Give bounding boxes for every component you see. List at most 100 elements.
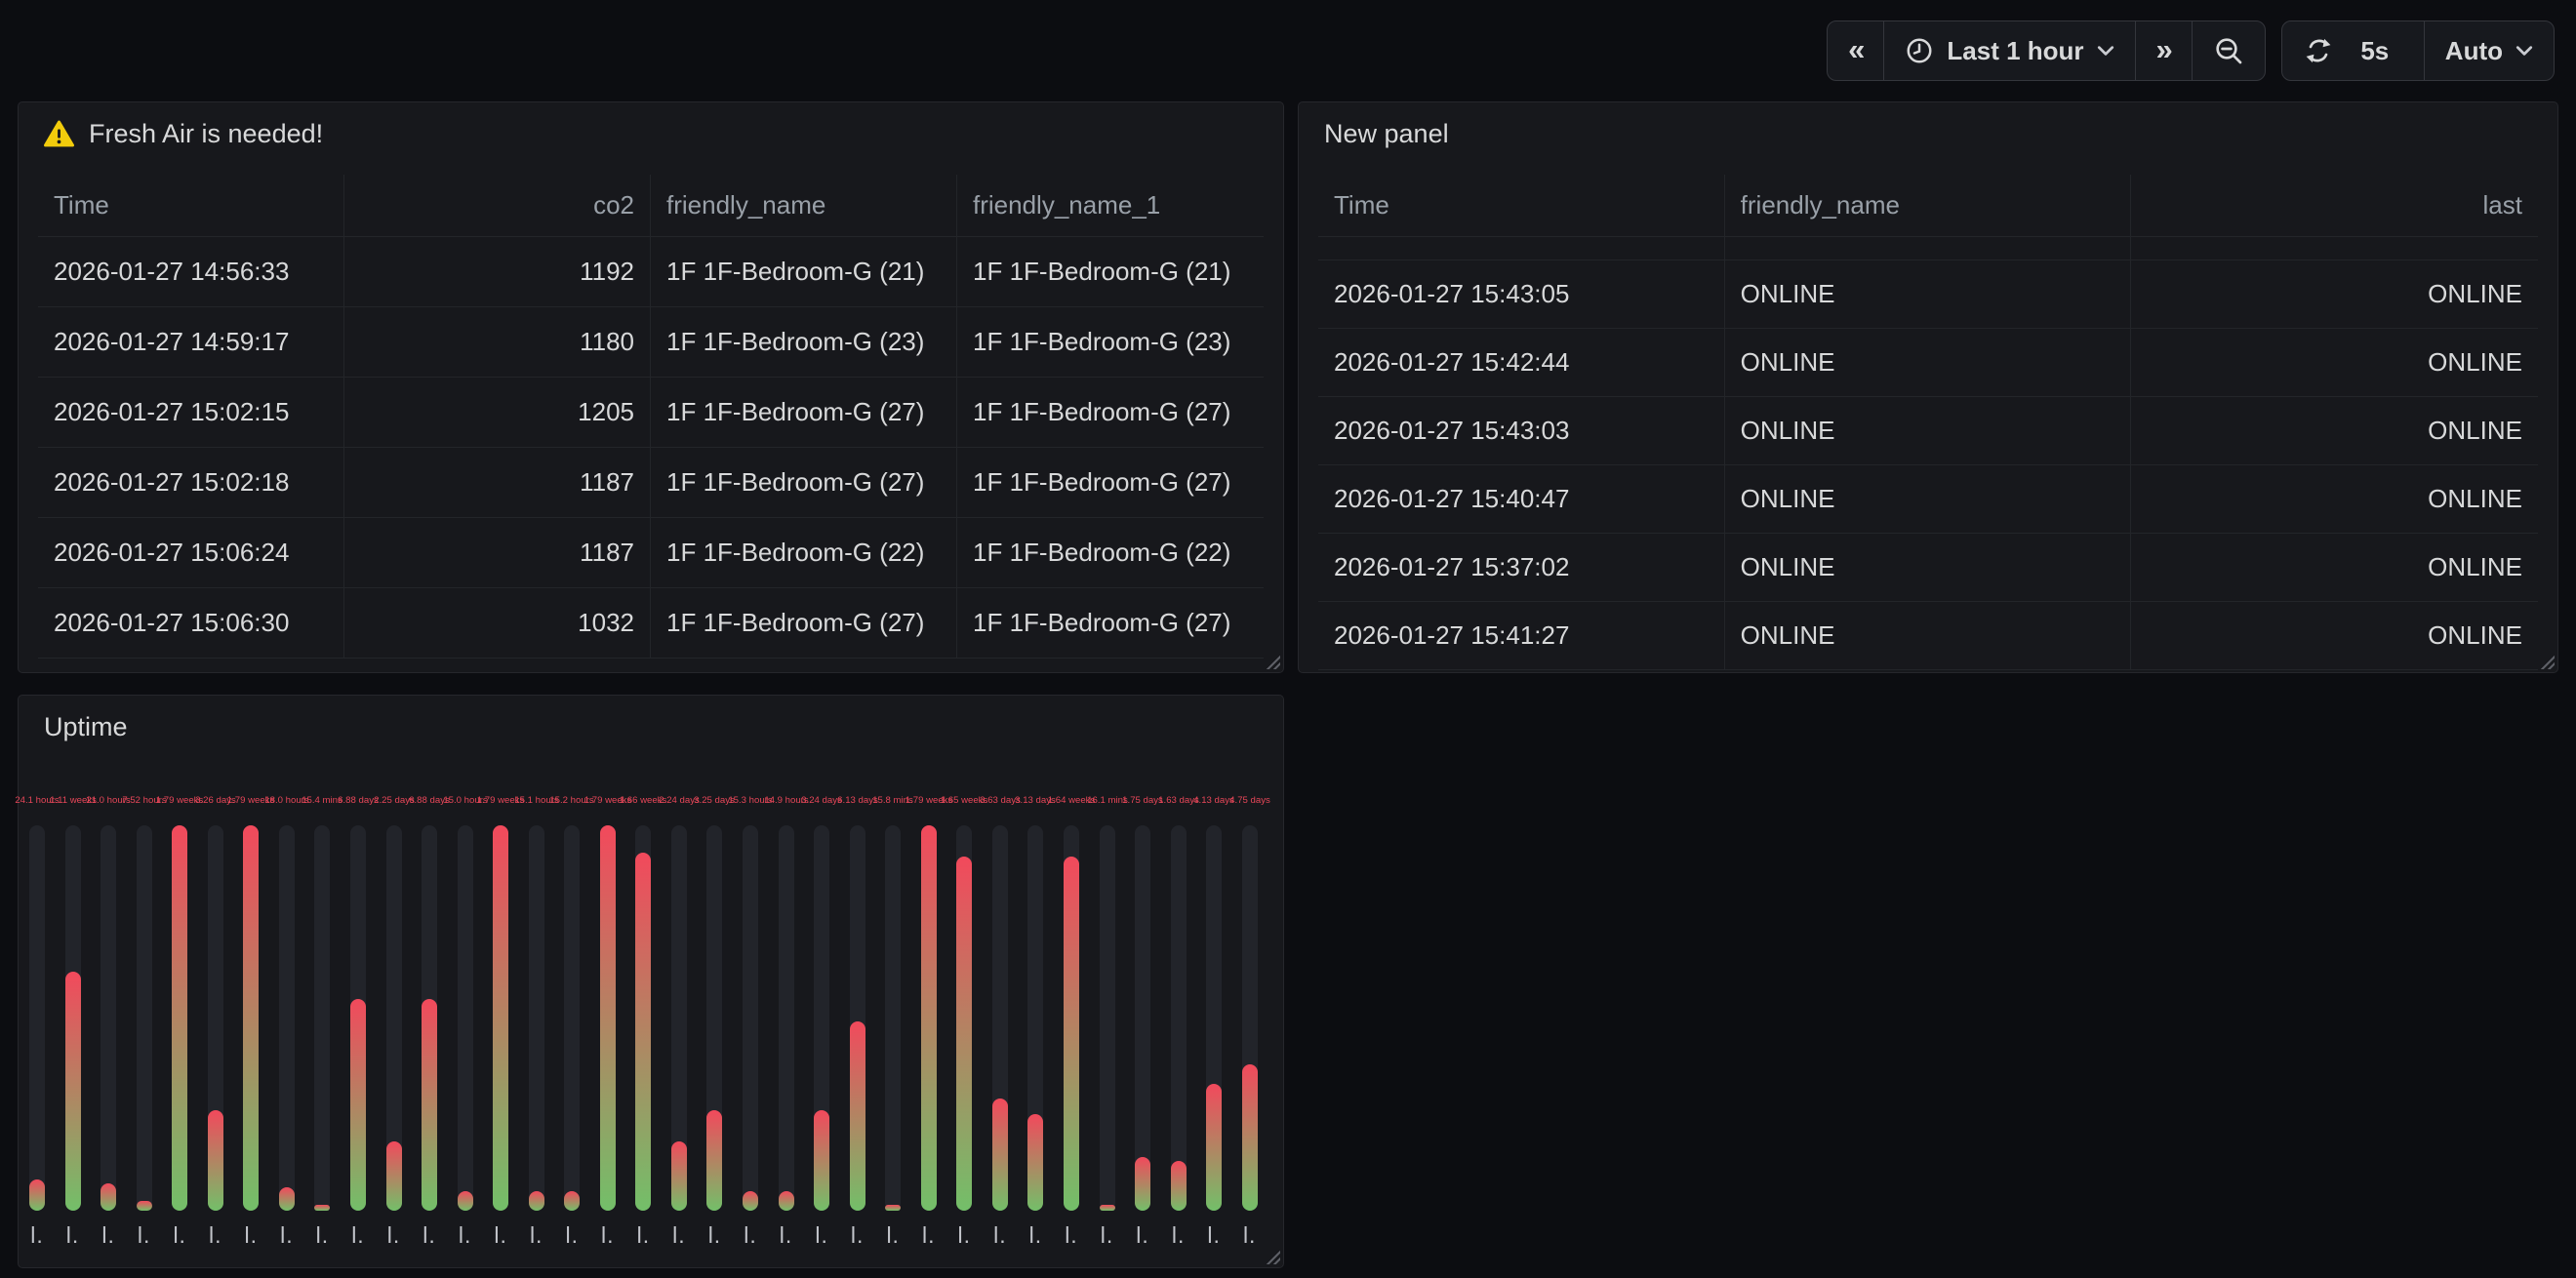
bar-value-label: 15.8 mins	[872, 794, 913, 806]
cell-friendly_name: 1F 1F-Bedroom-G (23)	[651, 307, 957, 377]
bar-value-label: 4.75 days	[1228, 794, 1270, 806]
panel-resize-handle[interactable]	[1263, 652, 1280, 669]
cell-empty	[1725, 237, 2132, 260]
bar-column: 6.88 days l.	[409, 793, 450, 1261]
bar-value-label: 4.13 days	[1193, 794, 1234, 806]
bar-column: 21.0 hours l.	[86, 793, 130, 1261]
time-range-picker[interactable]: Last 1 hour	[1883, 21, 2134, 80]
bar-value-label: 15.1 hours	[514, 794, 559, 806]
cell-last: ONLINE	[2428, 620, 2522, 650]
bar-column: 1.79 weeks l.	[477, 793, 525, 1261]
table-row: 2026-01-27 15:41:27 ONLINE ONLINE	[1318, 602, 2538, 670]
cell-friendly_name_1: 1F 1F-Bedroom-G (27)	[973, 608, 1231, 637]
cell-friendly_name_1: 1F 1F-Bedroom-G (23)	[973, 327, 1231, 356]
column-header-friendly_name[interactable]: friendly_name	[651, 175, 957, 236]
time-range-controls: « Last 1 hour »	[1827, 20, 2266, 81]
cell-friendly_name_1: 1F 1F-Bedroom-G (22)	[973, 538, 1231, 567]
bar-column: 24.1 hours l.	[15, 793, 59, 1261]
column-header-Time[interactable]: Time	[38, 175, 344, 236]
x-axis-tick-label: l.	[494, 1222, 507, 1248]
panel-title-new-panel[interactable]: New panel	[1299, 102, 2557, 166]
bar-value	[243, 825, 260, 1211]
x-axis-tick-label: l.	[1065, 1222, 1078, 1248]
bar-background	[528, 825, 544, 1211]
cell-friendly_name: ONLINE	[1725, 260, 2132, 328]
time-shift-back-button[interactable]: «	[1828, 21, 1883, 80]
cell-Time: 2026-01-27 15:42:44	[1318, 329, 1725, 396]
column-header-Time[interactable]: Time	[1318, 175, 1725, 236]
bar-value	[172, 825, 188, 1211]
bar-value-label: 1.11 weeks	[49, 794, 97, 806]
zoom-out-button[interactable]	[2191, 21, 2265, 80]
cell-co2: 1180	[344, 307, 651, 377]
cell-friendly_name: ONLINE	[1725, 534, 2132, 601]
bar-value	[991, 1098, 1008, 1211]
bar-value	[528, 1191, 544, 1211]
cell-co2: 1192	[344, 237, 651, 306]
refresh-icon	[2303, 35, 2334, 66]
cell-friendly_name: 1F 1F-Bedroom-G (27)	[651, 448, 957, 517]
table-body: 2026-01-27 14:56:33 1192 1F 1F-Bedroom-G (…	[38, 237, 1264, 659]
table-row-empty	[1318, 237, 2538, 260]
fresh-air-table: Time co2 friendly_name friendly_name_1 2026…	[38, 175, 1264, 659]
panel-title-fresh-air[interactable]: Fresh Air is needed!	[19, 102, 1283, 166]
table-row: 2026-01-27 15:06:30 1032 1F 1F-Bedroom-G (…	[38, 588, 1264, 659]
x-axis-tick-label: l.	[458, 1222, 472, 1248]
x-axis-tick-label: l.	[209, 1222, 222, 1248]
x-axis-tick-label: l.	[636, 1222, 651, 1248]
column-header-last[interactable]: last	[2482, 190, 2522, 220]
cell-last: ONLINE	[2428, 347, 2522, 377]
bar-column: 15.4 mins l.	[302, 793, 343, 1261]
auto-refresh-dropdown[interactable]: Auto	[2423, 21, 2554, 80]
bar-value-label: 18.0 hours	[264, 794, 309, 806]
x-axis-tick-label: l.	[565, 1222, 579, 1248]
bar-value-label: 1.66 weeks	[620, 794, 667, 806]
bar-value	[956, 857, 973, 1211]
cell-last: ONLINE	[2428, 484, 2522, 513]
x-axis-tick-label: l.	[922, 1222, 936, 1248]
bar-value	[635, 853, 652, 1211]
bar-value	[814, 1110, 830, 1211]
cell-co2: 1032	[344, 588, 651, 658]
cell-Time: 2026-01-27 15:06:24	[38, 518, 344, 587]
bar-value	[349, 999, 366, 1211]
x-axis-tick-label: l.	[672, 1222, 686, 1248]
bar-value-label: 1.63 days	[1157, 794, 1199, 806]
bar-value	[136, 1201, 152, 1211]
bar-value-label: 1.79 weeks	[155, 794, 204, 806]
cell-last: ONLINE	[2428, 416, 2522, 445]
panel-uptime: Uptime 24.1 hours l. 1.11 weeks l. 21.0 hour…	[15, 695, 1284, 1268]
x-axis-tick-label: l.	[886, 1222, 900, 1248]
bar-column: 15.0 hours l.	[443, 793, 487, 1261]
bar-value-label: 1.75 days	[1122, 794, 1163, 806]
panel-resize-handle[interactable]	[2537, 652, 2555, 669]
bar-value	[1170, 1161, 1187, 1211]
time-shift-forward-button[interactable]: »	[2134, 21, 2192, 80]
bar-value	[1063, 857, 1079, 1211]
x-axis-tick-label: l.	[993, 1222, 1007, 1248]
cell-friendly_name: ONLINE	[1725, 329, 2132, 396]
bar-column: 1.79 weeks l.	[227, 793, 275, 1261]
bar-column: 1.66 weeks l.	[620, 793, 667, 1261]
bar-value-label: 3.63 days	[980, 794, 1021, 806]
cell-last: ONLINE	[2428, 279, 2522, 308]
column-header-co2[interactable]: co2	[344, 175, 651, 236]
refresh-button[interactable]: 5s	[2282, 21, 2424, 80]
bar-column: 1.75 days l.	[1122, 793, 1163, 1261]
table-row: 2026-01-27 15:37:02 ONLINE ONLINE	[1318, 534, 2538, 602]
bar-background	[314, 825, 331, 1211]
panel-new-panel: New panel Time friendly_name last 2026-01-…	[1298, 101, 2558, 673]
bar-column: 4.13 days l.	[1193, 793, 1234, 1261]
bar-column: 1.79 weeks l.	[156, 793, 204, 1261]
x-axis-tick-label: l.	[1242, 1222, 1257, 1248]
bar-value-label: 6.13 days	[836, 794, 878, 806]
bar-column: 14.9 hours l.	[764, 793, 808, 1261]
bar-value	[564, 1191, 581, 1211]
bar-background	[778, 825, 794, 1211]
panel-title-uptime[interactable]: Uptime	[19, 696, 1283, 759]
column-header-friendly_name_1[interactable]: friendly_name_1	[973, 190, 1161, 220]
table-row: 2026-01-27 15:02:18 1187 1F 1F-Bedroom-G (…	[38, 448, 1264, 518]
column-header-friendly_name[interactable]: friendly_name	[1725, 175, 2132, 236]
bar-background	[885, 825, 902, 1211]
x-axis-tick-label: l.	[137, 1222, 151, 1248]
